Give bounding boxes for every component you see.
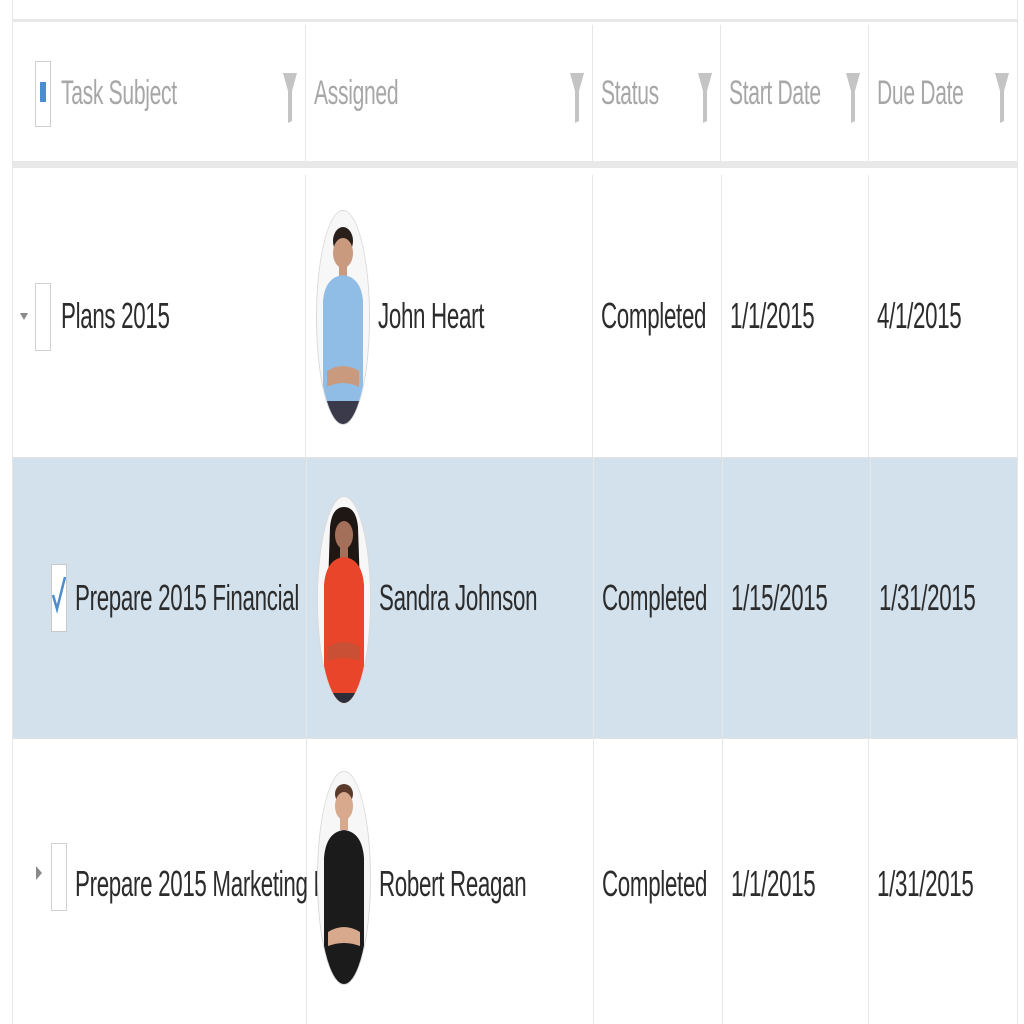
filter-icon[interactable] [995, 73, 1009, 123]
row-checkbox[interactable] [51, 843, 67, 911]
cell-due-date: 1/31/2015 [869, 739, 1017, 1024]
start-date: 1/1/2015 [729, 295, 815, 336]
column-header-label: Due Date [877, 73, 964, 112]
checkmark-icon [51, 576, 67, 614]
cell-status: Completed [593, 175, 722, 457]
cell-start-date: 1/1/2015 [722, 175, 870, 457]
column-header-due-date[interactable]: Due Date [869, 25, 1017, 161]
table-row[interactable]: Prepare 2015 Marketing Plan Robert Reaga… [13, 739, 1017, 1024]
triangle-right-icon[interactable] [35, 864, 43, 882]
table-row[interactable]: Plans 2015 John Heart Completed 1/1/2015 [13, 175, 1017, 458]
start-date: 1/1/2015 [731, 862, 816, 904]
header-row: Task Subject Assigned Status Start Date … [13, 25, 1017, 168]
cell-task-subject: Prepare 2015 Financial [13, 458, 307, 738]
cell-assigned: Robert Reagan [307, 739, 594, 1024]
task-subject: Prepare 2015 Financial [75, 577, 299, 618]
cell-task-subject: Plans 2015 [13, 175, 307, 457]
indeterminate-indicator [40, 82, 46, 102]
column-header-label: Assigned [314, 73, 399, 112]
filter-icon[interactable] [283, 73, 298, 123]
column-header-label: Status [600, 73, 659, 112]
cell-status: Completed [594, 458, 723, 738]
column-header-label: Task Subject [61, 73, 177, 112]
due-date: 1/31/2015 [877, 862, 974, 904]
due-date: 1/31/2015 [879, 577, 976, 618]
status-text: Completed [602, 862, 708, 904]
row-checkbox[interactable] [35, 283, 51, 351]
column-header-label: Start Date [729, 73, 822, 112]
select-all-checkbox[interactable] [35, 61, 51, 127]
tree-list-grid: Task Subject Assigned Status Start Date … [12, 0, 1018, 1024]
cell-task-subject: Prepare 2015 Marketing Plan [13, 739, 357, 1024]
cell-due-date: 1/31/2015 [871, 458, 1017, 738]
column-header-task-subject[interactable]: Task Subject [13, 25, 307, 161]
due-date: 4/1/2015 [877, 295, 962, 336]
avatar [316, 210, 371, 425]
avatar [317, 771, 371, 985]
filter-icon[interactable] [569, 73, 584, 123]
task-subject: Plans 2015 [61, 295, 170, 336]
triangle-down-icon[interactable] [19, 311, 29, 321]
status-text: Completed [600, 295, 706, 336]
column-header-assigned[interactable]: Assigned [306, 25, 593, 161]
cell-due-date: 4/1/2015 [869, 175, 1017, 457]
status-text: Completed [602, 577, 708, 618]
assignee-name: John Heart [378, 295, 485, 336]
start-date: 1/15/2015 [731, 577, 828, 618]
assignee-name: Robert Reagan [379, 862, 527, 904]
cell-assigned: John Heart [306, 175, 593, 457]
column-header-status[interactable]: Status [593, 25, 722, 161]
assignee-name: Sandra Johnson [379, 577, 538, 618]
table-row-selected[interactable]: Prepare 2015 Financial Sandra Johnson Co… [13, 458, 1017, 739]
row-checkbox-checked[interactable] [51, 564, 67, 632]
cell-start-date: 1/1/2015 [723, 739, 869, 1024]
filter-icon[interactable] [698, 73, 713, 123]
column-header-start-date[interactable]: Start Date [721, 25, 870, 161]
task-subject: Prepare 2015 Marketing Plan [75, 862, 357, 904]
cell-start-date: 1/15/2015 [723, 458, 871, 738]
cell-assigned: Sandra Johnson [307, 458, 594, 738]
avatar [317, 496, 371, 704]
grid-top-strip [13, 0, 1017, 22]
cell-status: Completed [594, 739, 723, 1024]
filter-icon[interactable] [846, 73, 861, 123]
